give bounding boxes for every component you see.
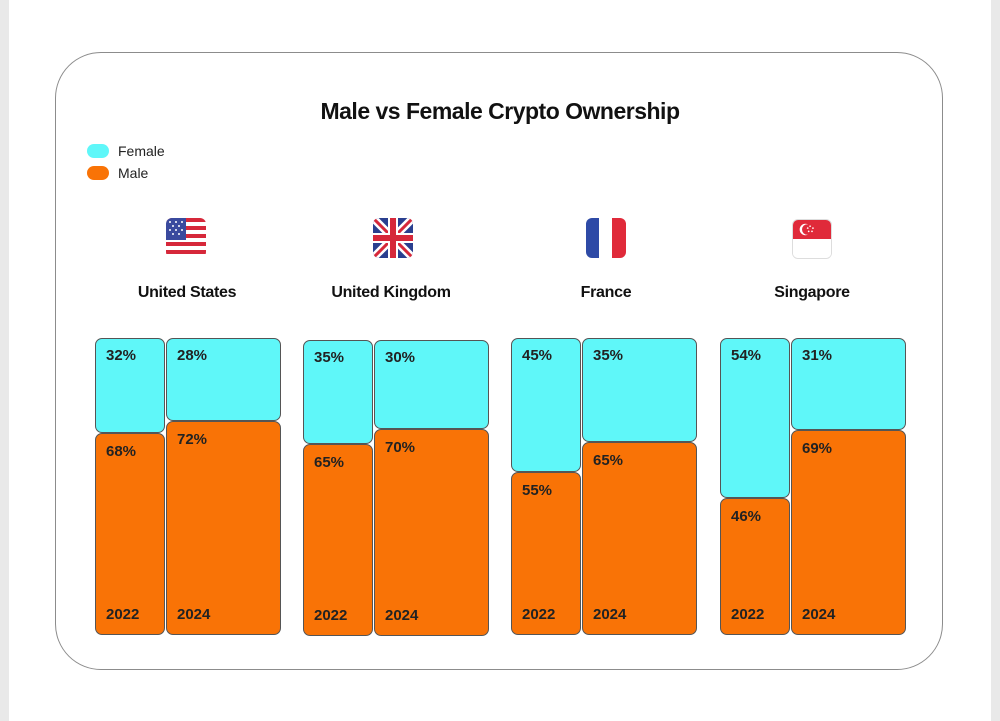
legend-label-male: Male xyxy=(118,165,149,181)
year-label-us-2024: 2024 xyxy=(177,606,211,623)
legend-swatch-female xyxy=(87,144,109,158)
bar-male-france-2024 xyxy=(582,441,697,635)
female-value-label-singapore-2024: 31% xyxy=(802,347,833,364)
female-value-label-singapore-2022: 54% xyxy=(731,347,762,364)
female-value-label-france-2024: 35% xyxy=(593,347,624,364)
bar-female-uk-2022 xyxy=(303,340,373,444)
male-value-label-us-2024: 72% xyxy=(177,431,208,449)
uk-flag-icon xyxy=(373,218,413,258)
france-flag-icon xyxy=(586,218,626,258)
bar-male-uk-2024 xyxy=(374,428,489,636)
us-flag-icon xyxy=(166,218,206,258)
year-label-singapore-2022: 2022 xyxy=(731,606,765,623)
male-value-label-uk-2024: 70% xyxy=(385,438,416,456)
male-value-label-france-2022: 55% xyxy=(522,481,553,499)
year-label-singapore-2024: 2024 xyxy=(802,606,836,623)
bar-male-france-2022 xyxy=(511,471,581,635)
country-name-uk: United Kingdom xyxy=(331,284,451,301)
bar-male-uk-2022 xyxy=(303,443,373,636)
bar-male-us-2022 xyxy=(95,433,165,635)
male-value-label-france-2024: 65% xyxy=(593,451,624,469)
female-value-label-france-2022: 45% xyxy=(522,347,553,364)
year-label-france-2022: 2022 xyxy=(522,606,556,623)
legend-item-male: Male xyxy=(87,162,165,184)
country-name-france: France xyxy=(580,284,632,301)
year-label-uk-2024: 2024 xyxy=(385,607,419,624)
year-label-uk-2022: 2022 xyxy=(314,607,348,624)
bar-female-uk-2024 xyxy=(374,340,489,429)
chart-title: Male vs Female Crypto Ownership xyxy=(320,98,680,124)
singapore-flag-icon xyxy=(792,219,832,259)
bar-male-singapore-2022 xyxy=(720,498,790,635)
year-label-us-2022: 2022 xyxy=(106,606,140,623)
male-value-label-singapore-2022: 46% xyxy=(731,508,762,526)
bar-female-us-2024 xyxy=(166,338,281,422)
bar-female-france-2022 xyxy=(511,338,581,472)
bar-male-us-2024 xyxy=(166,421,281,635)
male-value-label-us-2022: 68% xyxy=(106,443,137,461)
legend-swatch-male xyxy=(87,166,109,180)
female-value-label-us-2024: 28% xyxy=(177,347,208,364)
female-value-label-us-2022: 32% xyxy=(106,347,137,364)
bar-female-singapore-2024 xyxy=(791,338,906,431)
country-name-singapore: Singapore xyxy=(774,284,850,301)
male-value-label-singapore-2024: 69% xyxy=(802,440,833,458)
country-name-us: United States xyxy=(137,284,237,301)
bar-female-singapore-2022 xyxy=(720,338,790,499)
bar-female-us-2022 xyxy=(95,338,165,434)
bar-male-singapore-2024 xyxy=(791,430,906,635)
legend-label-female: Female xyxy=(118,143,165,159)
year-label-france-2024: 2024 xyxy=(593,606,627,623)
male-value-label-uk-2022: 65% xyxy=(314,453,345,471)
female-value-label-uk-2022: 35% xyxy=(314,349,345,366)
female-value-label-uk-2024: 30% xyxy=(385,349,416,366)
legend-item-female: Female xyxy=(87,140,165,162)
bar-female-france-2024 xyxy=(582,338,697,442)
legend: Female Male xyxy=(87,140,165,184)
